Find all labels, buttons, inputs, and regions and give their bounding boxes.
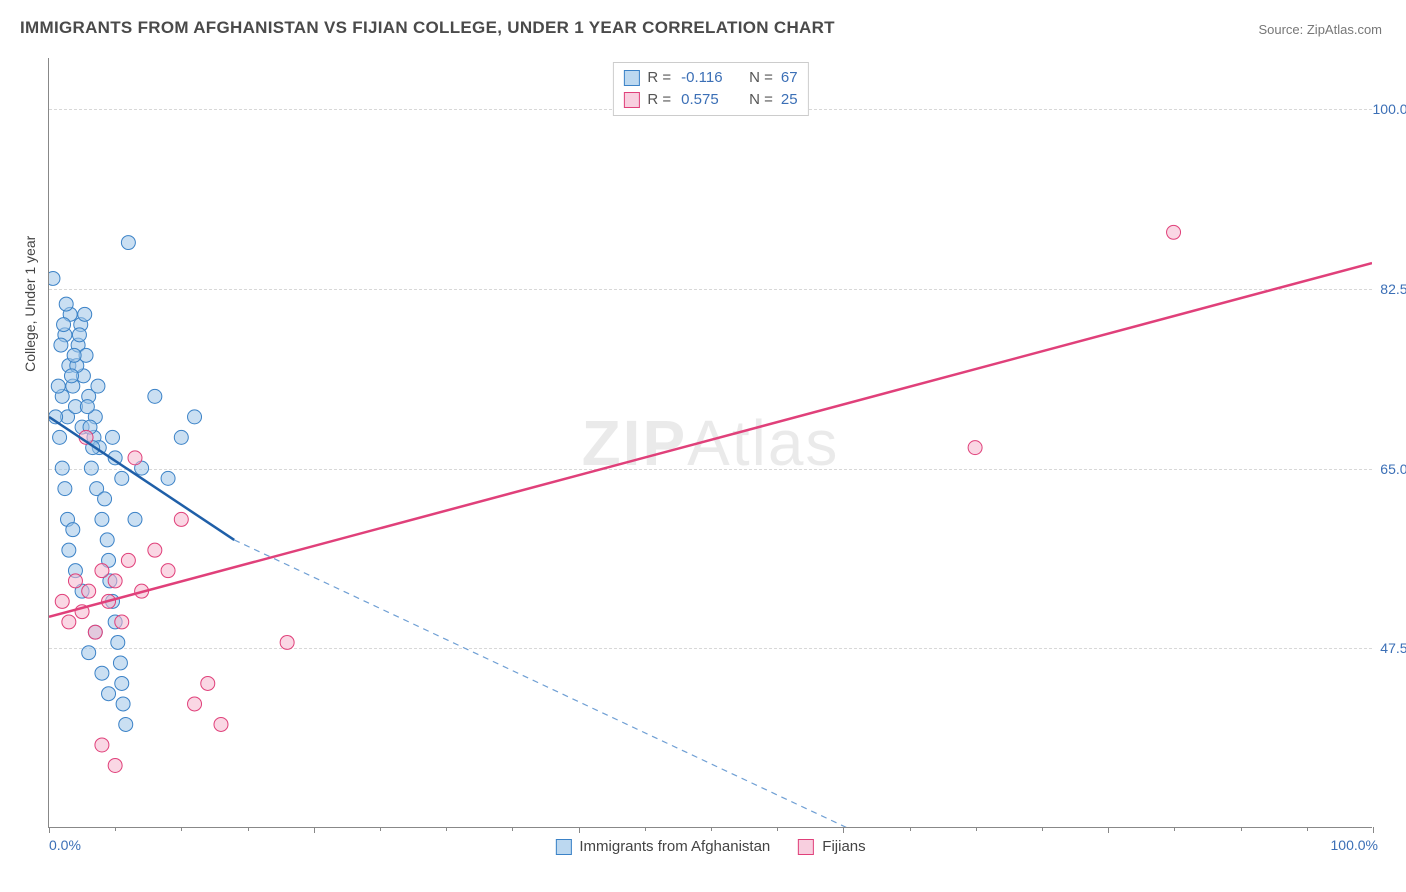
data-point: [58, 482, 72, 496]
data-point: [72, 328, 86, 342]
data-point: [62, 615, 76, 629]
data-point: [1167, 225, 1181, 239]
data-point: [88, 625, 102, 639]
data-point: [66, 523, 80, 537]
data-point: [100, 533, 114, 547]
plot-area: ZIPAtlas R = -0.116 N = 67 R = 0.575 N =…: [48, 58, 1372, 828]
data-point: [148, 543, 162, 557]
swatch-fijians-icon: [798, 839, 814, 855]
x-tick: [49, 827, 50, 833]
legend-item-afghanistan: Immigrants from Afghanistan: [555, 838, 770, 855]
data-point: [49, 271, 60, 285]
y-tick-label: 65.0%: [1380, 461, 1406, 477]
x-tick: [843, 827, 844, 833]
legend-label-fijians: Fijians: [822, 838, 865, 855]
data-point: [188, 410, 202, 424]
source-attribution: Source: ZipAtlas.com: [1258, 22, 1382, 37]
data-point: [128, 451, 142, 465]
data-point: [188, 697, 202, 711]
data-point: [54, 338, 68, 352]
data-point: [59, 297, 73, 311]
data-point: [98, 492, 112, 506]
data-point: [106, 430, 120, 444]
x-tick: [579, 827, 580, 833]
data-point: [108, 574, 122, 588]
data-point: [115, 676, 129, 690]
r-value-fijians: 0.575: [681, 89, 731, 111]
y-tick-label: 47.5%: [1380, 640, 1406, 656]
data-point: [115, 615, 129, 629]
data-point: [280, 635, 294, 649]
data-point: [161, 471, 175, 485]
data-point: [116, 697, 130, 711]
data-point: [95, 564, 109, 578]
swatch-afghanistan-icon: [555, 839, 571, 855]
data-point: [51, 379, 65, 393]
x-tick-label: 0.0%: [49, 837, 81, 853]
data-point: [113, 656, 127, 670]
data-point: [53, 430, 67, 444]
data-point: [95, 738, 109, 752]
x-tick: [314, 827, 315, 833]
data-point: [201, 676, 215, 690]
swatch-fijians: [623, 92, 639, 108]
legend-row-fijians: R = 0.575 N = 25: [623, 89, 797, 111]
n-value-afghanistan: 67: [781, 67, 798, 89]
y-tick-label: 100.0%: [1373, 101, 1406, 117]
data-point: [148, 389, 162, 403]
data-point: [57, 318, 71, 332]
data-point: [102, 687, 116, 701]
y-tick-label: 82.5%: [1380, 281, 1406, 297]
data-point: [128, 512, 142, 526]
data-point: [62, 543, 76, 557]
n-value-fijians: 25: [781, 89, 798, 111]
data-point: [111, 635, 125, 649]
data-point: [121, 553, 135, 567]
correlation-legend: R = -0.116 N = 67 R = 0.575 N = 25: [612, 62, 808, 116]
data-point: [174, 512, 188, 526]
data-point: [95, 666, 109, 680]
data-point: [82, 584, 96, 598]
r-value-afghanistan: -0.116: [681, 67, 731, 89]
legend-row-afghanistan: R = -0.116 N = 67: [623, 67, 797, 89]
chart-title: IMMIGRANTS FROM AFGHANISTAN VS FIJIAN CO…: [20, 18, 835, 38]
chart-container: IMMIGRANTS FROM AFGHANISTAN VS FIJIAN CO…: [0, 0, 1406, 892]
legend-item-fijians: Fijians: [798, 838, 865, 855]
data-point: [95, 512, 109, 526]
data-point: [55, 594, 69, 608]
data-point: [91, 379, 105, 393]
x-tick-label: 100.0%: [1331, 837, 1378, 853]
scatter-plot-svg: [49, 58, 1372, 827]
data-point: [55, 461, 69, 475]
data-point: [80, 400, 94, 414]
data-point: [68, 574, 82, 588]
series-legend: Immigrants from Afghanistan Fijians: [555, 838, 865, 855]
data-point: [64, 369, 78, 383]
x-tick: [1373, 827, 1374, 833]
data-point: [82, 646, 96, 660]
data-point: [67, 348, 81, 362]
data-point: [78, 307, 92, 321]
data-point: [108, 758, 122, 772]
legend-label-afghanistan: Immigrants from Afghanistan: [579, 838, 770, 855]
data-point: [968, 441, 982, 455]
data-point: [161, 564, 175, 578]
data-point: [84, 461, 98, 475]
swatch-afghanistan: [623, 70, 639, 86]
data-point: [174, 430, 188, 444]
data-point: [214, 717, 228, 731]
data-point: [119, 717, 133, 731]
data-point: [115, 471, 129, 485]
data-point: [121, 236, 135, 250]
x-tick: [1108, 827, 1109, 833]
y-axis-title: College, Under 1 year: [22, 236, 38, 372]
